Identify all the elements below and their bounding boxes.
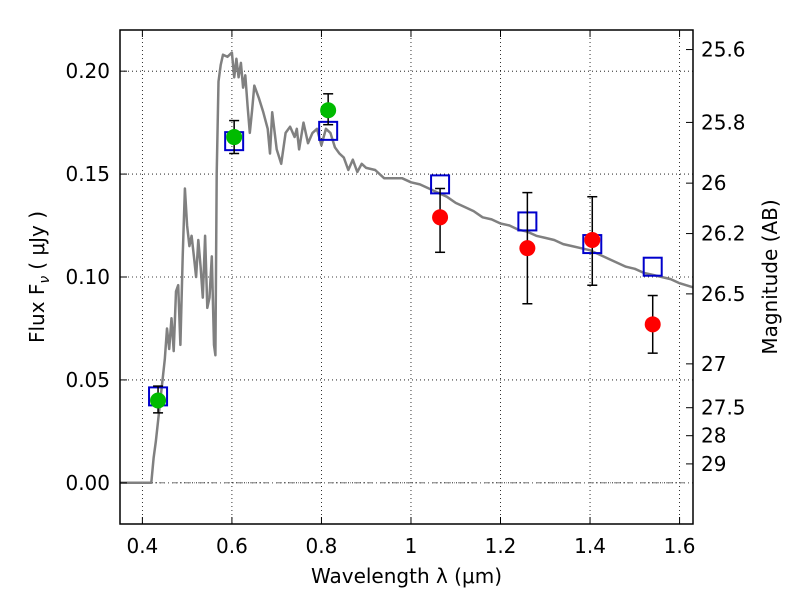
y2-tick-label: 27	[701, 352, 726, 376]
observed-point	[226, 129, 243, 146]
x-tick-label: 1.6	[664, 534, 696, 558]
ticks-group: 0.4 0.6 0.8 1 1.2 1.4 1.6 0.00 0.05 0.10 0.15 0.20 2…	[65, 30, 746, 558]
y-tick-label: 0.05	[65, 368, 110, 392]
y-axis-label: Flux Fν ( μJy )	[25, 211, 53, 343]
x-tick-label: 0.4	[126, 534, 158, 558]
y-axis-label-unit: ( μJy )	[25, 211, 49, 270]
y2-axis-label: Magnitude (AB)	[758, 199, 782, 354]
observed-point	[584, 231, 601, 248]
y-tick-label: 0.10	[65, 265, 110, 289]
x-tick-label: 1	[405, 534, 418, 558]
model-square-marker	[642, 256, 663, 277]
y2-tick-label: 25.8	[701, 110, 746, 134]
y2-tick-label: 26.5	[701, 282, 746, 306]
y-axis-label-sub: ν	[37, 276, 53, 284]
y2-tick-label: 29	[701, 452, 726, 476]
sed-line-group	[120, 51, 694, 485]
x-tick-label: 1.2	[485, 534, 517, 558]
y-tick-label: 0.20	[65, 59, 110, 83]
observed-point	[644, 316, 661, 333]
x-tick-label: 0.6	[216, 534, 248, 558]
y2-tick-label: 25.6	[701, 38, 746, 62]
markers-group	[148, 93, 663, 414]
y2-tick-label: 26	[701, 171, 726, 195]
x-axis-label: Wavelength λ (μm)	[311, 564, 502, 588]
observed-point	[150, 392, 167, 409]
observed-point	[432, 209, 449, 226]
y2-tick-label: 28	[701, 424, 726, 448]
observed-point	[320, 102, 337, 119]
y2-tick-label: 26.2	[701, 222, 746, 246]
sed-model-line	[120, 51, 694, 485]
observed-point	[519, 240, 536, 257]
y-tick-label: 0.15	[65, 162, 110, 186]
y-axis-label-main: Flux F	[25, 284, 49, 343]
y2-tick-label: 27.5	[701, 396, 746, 420]
x-tick-label: 0.8	[306, 534, 338, 558]
x-tick-label: 1.4	[574, 534, 606, 558]
y-tick-label: 0.00	[65, 471, 110, 495]
